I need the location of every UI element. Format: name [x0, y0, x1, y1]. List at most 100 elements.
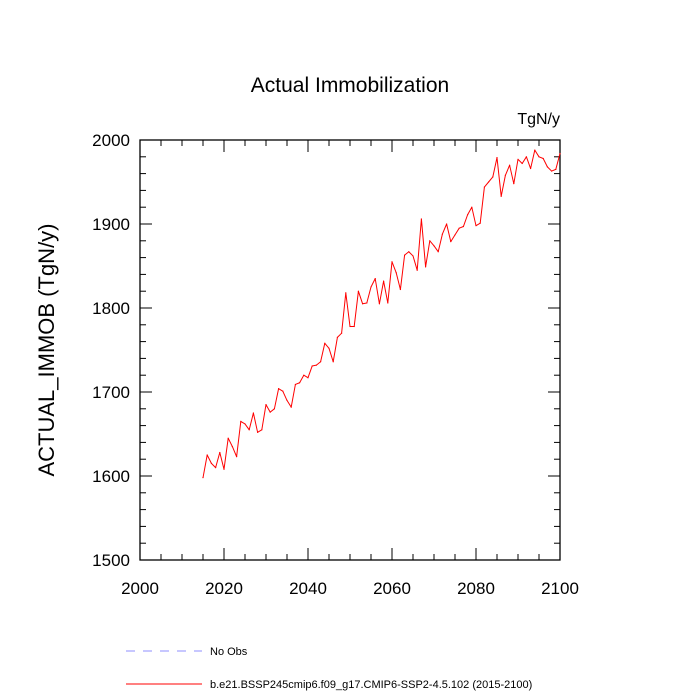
data-point: [261, 429, 263, 431]
data-point: [357, 290, 359, 292]
data-point: [450, 241, 452, 243]
data-point: [542, 157, 544, 160]
data-point: [475, 225, 477, 227]
y-tick-label: 1900: [92, 215, 130, 234]
x-tick-label: 2000: [121, 579, 159, 598]
data-point: [315, 364, 317, 366]
data-point: [513, 183, 515, 185]
data-point: [219, 451, 221, 454]
data-point: [479, 222, 481, 224]
data-point: [290, 406, 292, 408]
data-point: [362, 303, 364, 305]
data-point: [546, 166, 549, 168]
data-point: [332, 361, 334, 363]
data-point: [383, 280, 385, 282]
data-point: [366, 302, 368, 304]
data-point: [328, 347, 330, 349]
data-point: [299, 382, 301, 384]
data-point: [412, 255, 414, 257]
data-point: [559, 152, 561, 155]
x-tick-label: 2060: [373, 579, 411, 598]
data-point: [437, 251, 439, 253]
data-point: [446, 223, 448, 225]
data-point: [416, 269, 418, 271]
data-point: [425, 266, 427, 268]
data-point: [555, 168, 557, 170]
x-tick-label: 2100: [541, 579, 579, 598]
x-tick-label: 2080: [457, 579, 495, 598]
x-tick-label: 2020: [205, 579, 243, 598]
chart-title: Actual Immobilization: [251, 74, 449, 97]
data-point: [391, 261, 393, 263]
series-line: [202, 149, 561, 478]
y-tick-label: 1600: [92, 467, 130, 486]
y-tick-label: 1800: [92, 299, 130, 318]
data-point: [252, 412, 254, 414]
data-point: [374, 278, 376, 280]
data-point: [399, 288, 401, 291]
data-point: [441, 233, 443, 235]
data-point: [210, 462, 212, 464]
data-point: [269, 411, 271, 413]
data-point: [294, 383, 296, 386]
data-point: [345, 292, 347, 294]
data-point: [408, 251, 410, 253]
data-point: [370, 286, 372, 288]
data-point: [324, 342, 326, 344]
data-point: [215, 467, 217, 469]
data-point: [534, 149, 536, 151]
data-point: [530, 167, 532, 170]
data-point: [462, 225, 464, 228]
y-axis-label: ACTUAL_IMMOB (TgN/y): [34, 223, 59, 476]
data-point: [307, 377, 309, 379]
x-tick-label: 2040: [289, 579, 327, 598]
data-point: [248, 429, 250, 431]
data-point: [206, 454, 208, 456]
data-point: [240, 420, 242, 422]
data-point: [504, 174, 506, 176]
data-point: [500, 195, 502, 197]
data-point: [336, 336, 338, 338]
data-point: [483, 186, 485, 188]
data-point: [467, 214, 469, 216]
data-point: [286, 399, 288, 401]
data-point: [538, 156, 540, 158]
data-point: [282, 390, 284, 392]
data-point: [429, 240, 431, 242]
data-point: [223, 468, 225, 470]
data-point: [231, 446, 233, 448]
data-point: [353, 325, 355, 328]
data-point: [521, 162, 523, 165]
data-point: [395, 272, 397, 274]
data-point: [404, 254, 406, 256]
data-point: [311, 365, 313, 367]
legend: No Obs b.e21.BSSP245cmip6.f09_g17.CMIP6-S…: [126, 646, 532, 691]
data-point: [227, 437, 229, 439]
plot-frame: [139, 139, 561, 561]
data-point: [278, 388, 280, 390]
data-point: [492, 176, 494, 178]
data-point: [303, 374, 305, 376]
data-point: [471, 206, 473, 208]
data-point: [341, 332, 343, 334]
legend-label: No Obs: [210, 646, 248, 658]
y-tick-label: 2000: [92, 131, 130, 150]
data-point: [387, 302, 389, 304]
data-point: [509, 164, 511, 166]
data-point: [454, 234, 456, 236]
data-point: [420, 218, 422, 220]
chart-units: TgN/y: [517, 111, 560, 128]
data-point: [265, 404, 267, 406]
data-point: [517, 158, 519, 160]
data-point: [320, 361, 322, 363]
data-point: [202, 477, 204, 479]
data-point: [378, 303, 380, 305]
data-point: [273, 408, 275, 410]
data-point: [433, 245, 435, 247]
data-point: [244, 423, 246, 425]
y-tick-label: 1700: [92, 383, 130, 402]
data-point: [488, 181, 490, 183]
legend-label: b.e21.BSSP245cmip6.f09_g17.CMIP6-SSP2-4.…: [210, 679, 532, 691]
data-point: [551, 170, 553, 172]
